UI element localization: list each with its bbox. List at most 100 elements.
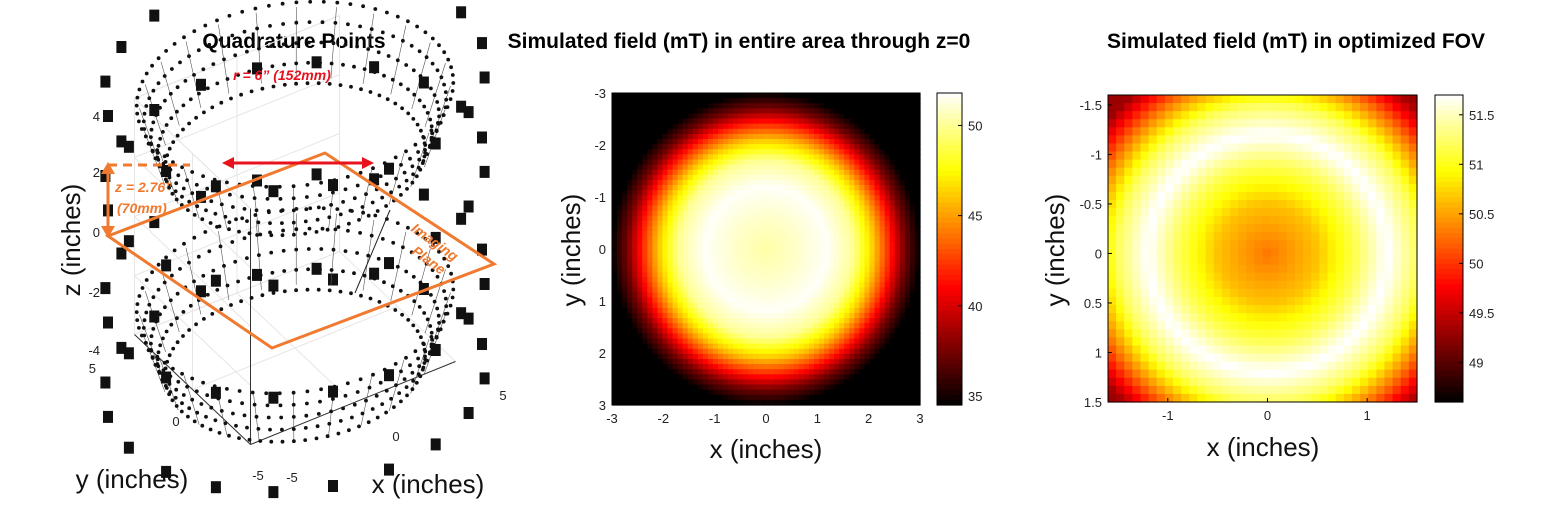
heatmap-cell [824,292,830,299]
heatmap-cell [637,200,643,207]
heatmap-cell [884,236,891,242]
heatmap-cell [718,277,724,283]
heatmap-cell [627,338,633,345]
heatmap-cell [652,292,659,299]
heatmap-cell [652,256,659,263]
heatmap-cell [854,369,861,375]
heatmap-cell [904,256,911,263]
heatmap-cell [743,384,749,391]
heatmap-cell [889,215,896,222]
heatmap-cell [1108,167,1117,177]
heatmap-cell [723,374,729,381]
heatmap-cell [773,394,780,401]
heatmap-cell [627,343,633,350]
heatmap-cell [682,149,689,155]
heatmap-cell [834,210,840,217]
heatmap-cell [1108,272,1117,282]
heatmap-cell [778,343,785,350]
heatmap-cell [667,358,674,365]
heatmap-cell [687,169,694,176]
heatmap-cell [738,123,744,130]
heatmap-cell [844,210,850,217]
heatmap-cell [652,241,659,248]
heatmap-cell [627,328,633,334]
heatmap-cell [904,128,911,135]
heatmap-cell [692,103,699,109]
heatmap-cell [889,369,896,375]
heatmap-cell [657,277,664,283]
heatmap-cell [904,394,911,401]
heatmap-cell [904,246,911,253]
heatmap-cell [612,154,618,161]
quadrature-point [134,103,139,108]
heatmap-cell [692,364,699,370]
heatmap-cell [819,108,825,115]
heatmap-cell [738,328,744,334]
heatmap-cell [1132,232,1142,242]
quadrature-point [418,374,423,379]
heatmap-cell [612,399,618,406]
heatmap-cell [753,164,760,171]
quadrature-point [161,336,165,341]
heatmap-cell [819,261,825,268]
heatmap-cell [743,333,749,340]
quadrature-point [167,146,172,151]
heatmap-cell [879,266,886,273]
heatmap-cell [839,272,845,278]
heatmap-cell [834,338,840,345]
heatmap-cell [667,118,674,125]
heatmap-cell [723,195,729,202]
heatmap-cell [813,159,820,166]
heatmap-cell [712,256,719,263]
heatmap-cell [627,266,633,273]
heatmap-cell [773,210,780,217]
heatmap-cell [889,133,896,140]
quadrature-point [450,89,455,93]
heatmap-cell [723,108,729,115]
heatmap-cell [647,215,653,222]
heatmap-cell [798,348,805,355]
heatmap-cell [763,225,770,232]
heatmap-cell [652,205,659,212]
heatmap-cell [869,220,876,227]
heatmap-cell [697,220,704,227]
heatmap-cell [627,215,633,222]
heatmap-cell [743,220,749,227]
quadrature-point [137,87,142,92]
heatmap-cell [849,190,855,196]
heatmap-cell [894,399,901,406]
heatmap-cell [642,394,648,401]
heatmap-cell [1124,224,1133,233]
heatmap-cell [637,307,643,314]
heatmap-cell [1124,95,1133,104]
heatmap-cell [738,103,744,109]
heatmap-cell [859,307,866,314]
heatmap-cell [859,149,866,155]
heatmap-cell [728,144,734,150]
heatmap-cell [687,139,694,145]
heatmap-cell [738,98,744,104]
heatmap-cell [854,302,861,309]
heatmap-cell [657,144,664,150]
heatmap-cell [808,154,815,161]
heatmap-cell [753,103,760,109]
heatmap-cell [728,128,734,135]
heatmap-cell [637,98,643,104]
heatmap-cell [793,353,800,360]
quadrature-point [267,3,271,8]
heatmap-cell [707,318,714,324]
heatmap-cell [803,210,810,217]
heatmap-cell [637,205,643,212]
heatmap-cell [813,144,820,150]
heatmap-cell [697,399,704,406]
heatmap-cell [824,133,830,140]
heatmap-cell [677,338,684,345]
colorbar-segment [937,259,962,266]
heatmap-cell [763,261,770,268]
heatmap-cell [642,323,648,329]
heatmap-cell [697,256,704,263]
heatmap-cell [748,200,754,207]
heatmap-cell [672,174,679,181]
heatmap-cell [632,236,638,242]
heatmap-cell [849,210,855,217]
